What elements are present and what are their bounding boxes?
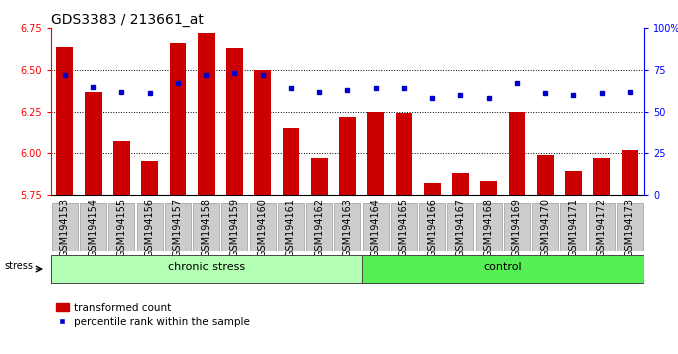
FancyBboxPatch shape	[108, 203, 134, 251]
FancyBboxPatch shape	[278, 203, 304, 251]
Text: GSM194164: GSM194164	[371, 198, 381, 257]
Bar	[593, 158, 610, 195]
Bar	[283, 128, 300, 195]
Text: GSM194154: GSM194154	[88, 198, 98, 257]
Text: chronic stress: chronic stress	[167, 262, 245, 273]
Bar	[254, 70, 271, 195]
Bar	[85, 92, 102, 195]
Text: GSM194157: GSM194157	[173, 198, 183, 257]
Bar	[170, 43, 186, 195]
Text: GSM194161: GSM194161	[286, 198, 296, 257]
FancyBboxPatch shape	[52, 203, 78, 251]
FancyBboxPatch shape	[250, 203, 276, 251]
Bar	[395, 113, 412, 195]
Bar	[198, 33, 215, 195]
Text: GSM194171: GSM194171	[568, 198, 578, 257]
FancyBboxPatch shape	[334, 203, 361, 251]
Text: GSM194163: GSM194163	[342, 198, 353, 257]
Text: stress: stress	[4, 261, 33, 271]
Text: GSM194156: GSM194156	[144, 198, 155, 257]
FancyBboxPatch shape	[617, 203, 643, 251]
Bar	[537, 155, 554, 195]
Bar	[508, 112, 525, 195]
FancyBboxPatch shape	[504, 203, 530, 251]
FancyBboxPatch shape	[51, 255, 361, 283]
FancyBboxPatch shape	[561, 203, 586, 251]
Bar	[622, 150, 639, 195]
FancyBboxPatch shape	[306, 203, 332, 251]
Bar	[339, 116, 356, 195]
Legend: transformed count, percentile rank within the sample: transformed count, percentile rank withi…	[56, 303, 250, 327]
Text: GSM194169: GSM194169	[512, 198, 522, 257]
FancyBboxPatch shape	[222, 203, 247, 251]
Text: GSM194162: GSM194162	[314, 198, 324, 257]
Text: GSM194165: GSM194165	[399, 198, 409, 257]
Text: GSM194167: GSM194167	[456, 198, 466, 257]
Bar	[113, 142, 130, 195]
Text: GSM194173: GSM194173	[625, 198, 635, 257]
Text: GSM194168: GSM194168	[483, 198, 494, 257]
FancyBboxPatch shape	[532, 203, 558, 251]
Bar	[311, 158, 327, 195]
FancyBboxPatch shape	[447, 203, 473, 251]
Text: GSM194170: GSM194170	[540, 198, 551, 257]
Bar	[141, 161, 158, 195]
FancyBboxPatch shape	[80, 203, 106, 251]
FancyBboxPatch shape	[361, 255, 644, 283]
FancyBboxPatch shape	[419, 203, 445, 251]
FancyBboxPatch shape	[391, 203, 417, 251]
Bar	[56, 47, 73, 195]
Text: GSM194159: GSM194159	[229, 198, 239, 257]
Text: GSM194160: GSM194160	[258, 198, 268, 257]
FancyBboxPatch shape	[137, 203, 163, 251]
Text: GSM194172: GSM194172	[597, 198, 607, 257]
Bar	[367, 112, 384, 195]
Bar	[452, 173, 469, 195]
Text: GSM194166: GSM194166	[427, 198, 437, 257]
Text: GSM194153: GSM194153	[60, 198, 70, 257]
Text: GSM194155: GSM194155	[117, 198, 127, 257]
FancyBboxPatch shape	[363, 203, 388, 251]
Bar	[424, 183, 441, 195]
Text: control: control	[483, 262, 522, 273]
Bar	[565, 171, 582, 195]
Text: GDS3383 / 213661_at: GDS3383 / 213661_at	[51, 13, 203, 27]
Bar	[226, 48, 243, 195]
FancyBboxPatch shape	[165, 203, 191, 251]
FancyBboxPatch shape	[193, 203, 219, 251]
Bar	[480, 181, 497, 195]
FancyBboxPatch shape	[476, 203, 502, 251]
Text: GSM194158: GSM194158	[201, 198, 212, 257]
FancyBboxPatch shape	[589, 203, 615, 251]
